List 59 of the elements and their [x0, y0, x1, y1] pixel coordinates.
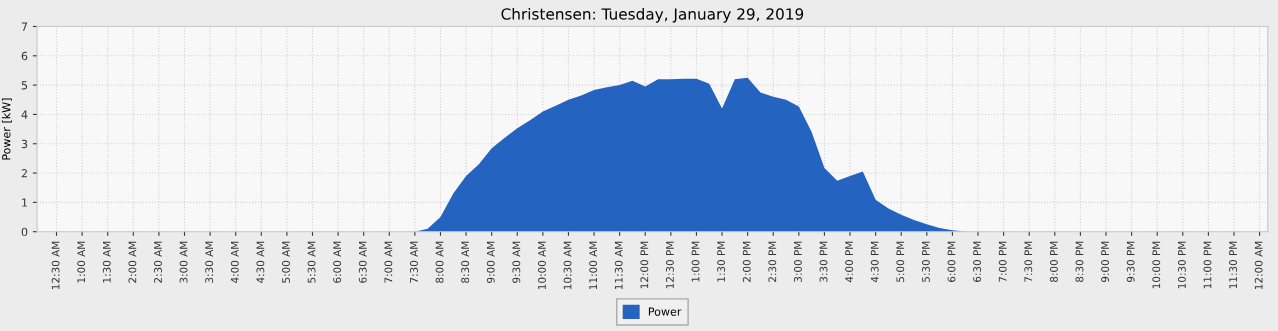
x-tick-label: 5:00 PM — [896, 241, 905, 282]
x-tick-label: 2:30 AM — [154, 241, 162, 283]
x-tick-label: 4:30 PM — [870, 241, 879, 283]
x-tick-label: 11:30 PM — [1229, 241, 1238, 289]
y-tick-label: 7 — [21, 22, 28, 31]
y-tick-label: 2 — [21, 169, 27, 178]
x-tick-label: 6:30 AM — [358, 241, 367, 283]
x-tick-label: 12:30 PM — [665, 241, 674, 289]
x-tick-label: 8:30 AM — [461, 241, 470, 283]
x-tick-label: 5:00 AM — [282, 241, 290, 283]
x-tick-label: 10:00 AM — [538, 241, 546, 290]
x-tick-label: 7:30 AM — [410, 241, 418, 283]
x-tick-label: 1:30 PM — [717, 241, 726, 282]
x-tick-label: 3:00 AM — [179, 241, 188, 283]
y-tick-label: 0 — [21, 227, 28, 237]
x-tick-label: 7:30 PM — [1024, 241, 1033, 282]
x-tick-label: 4:00 PM — [845, 241, 854, 283]
x-tick-label: 6:00 AM — [333, 241, 342, 283]
x-tick-label: 3:30 PM — [819, 241, 828, 282]
x-tick-label: 11:00 AM — [589, 241, 598, 290]
x-tick-label: 8:00 PM — [1049, 241, 1058, 282]
y-tick-label: 5 — [21, 81, 28, 90]
x-tick-label: 2:00 PM — [742, 241, 751, 282]
x-tick-label: 9:30 AM — [512, 241, 521, 283]
chart-title: Christensen: Tuesday, January 29, 2019 — [501, 7, 804, 23]
x-tick-label: 7:00 PM — [998, 241, 1007, 282]
x-tick-label: 11:30 AM — [614, 241, 623, 290]
x-tick-label: 4:00 AM — [230, 241, 239, 284]
x-tick-label: 2:30 PM — [768, 241, 777, 282]
x-tick-label: 8:30 PM — [1075, 241, 1084, 282]
y-tick-label: 1 — [22, 198, 28, 207]
x-tick-label: 11:00 PM — [1203, 241, 1212, 289]
x-tick-label: 6:30 PM — [973, 241, 982, 282]
x-tick-label: 1:00 PM — [691, 241, 700, 282]
x-tick-label: 10:30 PM — [1177, 241, 1186, 289]
x-tick-label: 5:30 AM — [307, 241, 316, 283]
legend-label: Power — [648, 307, 682, 316]
x-tick-label: 5:30 PM — [921, 241, 930, 282]
y-tick-label: 6 — [21, 51, 28, 61]
x-tick-label: 12:30 AM — [51, 241, 60, 290]
y-tick-label: 3 — [21, 139, 28, 149]
x-tick-label: 12:00 PM — [640, 241, 649, 289]
x-tick-label: 9:30 PM — [1126, 241, 1135, 283]
x-tick-label: 10:30 AM — [563, 241, 572, 290]
x-tick-label: 7:00 AM — [384, 241, 393, 283]
y-tick-label: 4 — [21, 110, 28, 119]
x-tick-label: 4:30 AM — [256, 241, 265, 284]
x-tick-label: 1:00 AM — [77, 241, 86, 283]
x-tick-label: 3:00 PM — [793, 241, 802, 282]
x-tick-label: 9:00 PM — [1101, 241, 1110, 283]
x-tick-label: 10:00 PM — [1152, 241, 1161, 289]
x-tick-label: 8:00 AM — [435, 241, 444, 283]
x-tick-label: 6:00 PM — [947, 241, 956, 282]
x-tick-label: 1:30 AM — [102, 241, 111, 283]
x-tick-label: 9:00 AM — [486, 241, 495, 283]
x-tick-label: 2:00 AM — [128, 241, 137, 283]
x-tick-label: 3:30 AM — [205, 241, 214, 283]
y-axis-title: Power [kW] — [1, 98, 12, 160]
x-tick-label: 12:00 AM — [1254, 241, 1263, 290]
